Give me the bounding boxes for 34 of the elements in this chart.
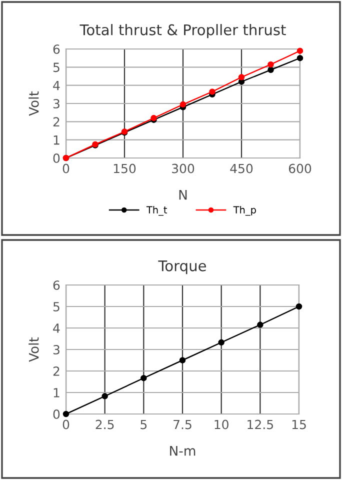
- y-tick-label: 6: [53, 44, 60, 54]
- y-tick-label: 1: [54, 135, 60, 145]
- y-tick-label: 2: [53, 366, 60, 376]
- y-tick-label: 4: [53, 324, 60, 333]
- x-tick-label: 0: [62, 164, 70, 174]
- x-tick-label: 5: [140, 420, 147, 430]
- x-tick-label: 10: [214, 420, 228, 430]
- x-tick-label: 12.5: [248, 420, 273, 430]
- y-tick-label: 4: [53, 80, 60, 90]
- x-tick-label: 7.5: [174, 420, 192, 430]
- y-tick-label: 3: [53, 98, 60, 108]
- x-tick-label: 0: [62, 420, 70, 430]
- x-tick-label: 300: [172, 164, 194, 174]
- y-tick-label: 3: [53, 344, 60, 354]
- legend-label: Th_p: [233, 206, 256, 216]
- chart-title: Torque: [158, 260, 206, 274]
- x-tick-label: 150: [114, 164, 136, 174]
- y-tick-label: 2: [53, 117, 60, 126]
- y-tick-label: 0: [53, 153, 60, 163]
- y-axis-title: Volt: [28, 337, 39, 362]
- y-tick-label: 5: [53, 62, 60, 72]
- y-axis-title: Volt: [28, 91, 39, 116]
- x-tick-label: 15: [292, 420, 306, 430]
- legend-label: Th_t: [146, 206, 168, 216]
- y-tick-label: 0: [53, 409, 60, 419]
- x-tick-label: 2.5: [96, 420, 114, 430]
- x-tick-label: 450: [230, 164, 253, 174]
- y-tick-label: 6: [53, 280, 60, 290]
- x-tick-label: 600: [288, 164, 312, 174]
- x-axis-title: N-m: [170, 446, 196, 456]
- y-tick-label: 5: [53, 302, 60, 312]
- y-tick-label: 1: [54, 388, 60, 398]
- x-axis-title: N: [179, 190, 187, 200]
- chart-title: Total thrust & Propller thrust: [80, 24, 286, 38]
